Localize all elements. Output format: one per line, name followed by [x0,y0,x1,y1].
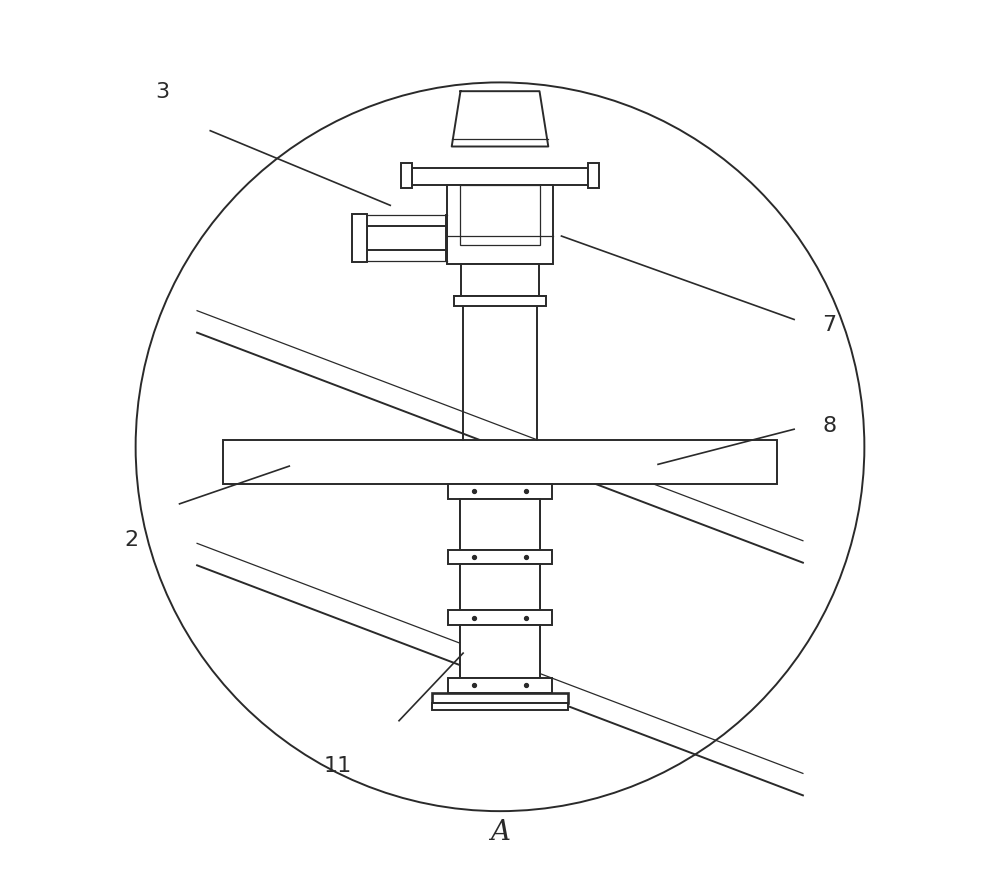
Bar [432,703,568,710]
Bar [588,164,599,189]
Bar [401,164,412,189]
Bar [412,168,588,186]
Text: 7: 7 [822,315,836,334]
Polygon shape [452,92,548,147]
Bar [448,484,552,499]
Bar [367,226,447,251]
Bar [448,550,552,565]
Bar [448,610,552,625]
Bar [447,186,553,265]
Text: A: A [490,818,510,845]
Bar [446,216,447,261]
Bar [460,186,540,246]
Bar [460,499,540,550]
Bar [460,565,540,610]
Text: 8: 8 [822,416,836,435]
Bar [454,296,546,307]
Bar [432,693,568,703]
Bar [352,215,367,262]
Bar [461,265,539,296]
Bar [460,625,540,678]
Bar [448,678,552,693]
Text: 11: 11 [323,755,352,774]
Text: 2: 2 [124,530,138,549]
Bar [223,440,777,484]
Text: 3: 3 [155,82,169,102]
